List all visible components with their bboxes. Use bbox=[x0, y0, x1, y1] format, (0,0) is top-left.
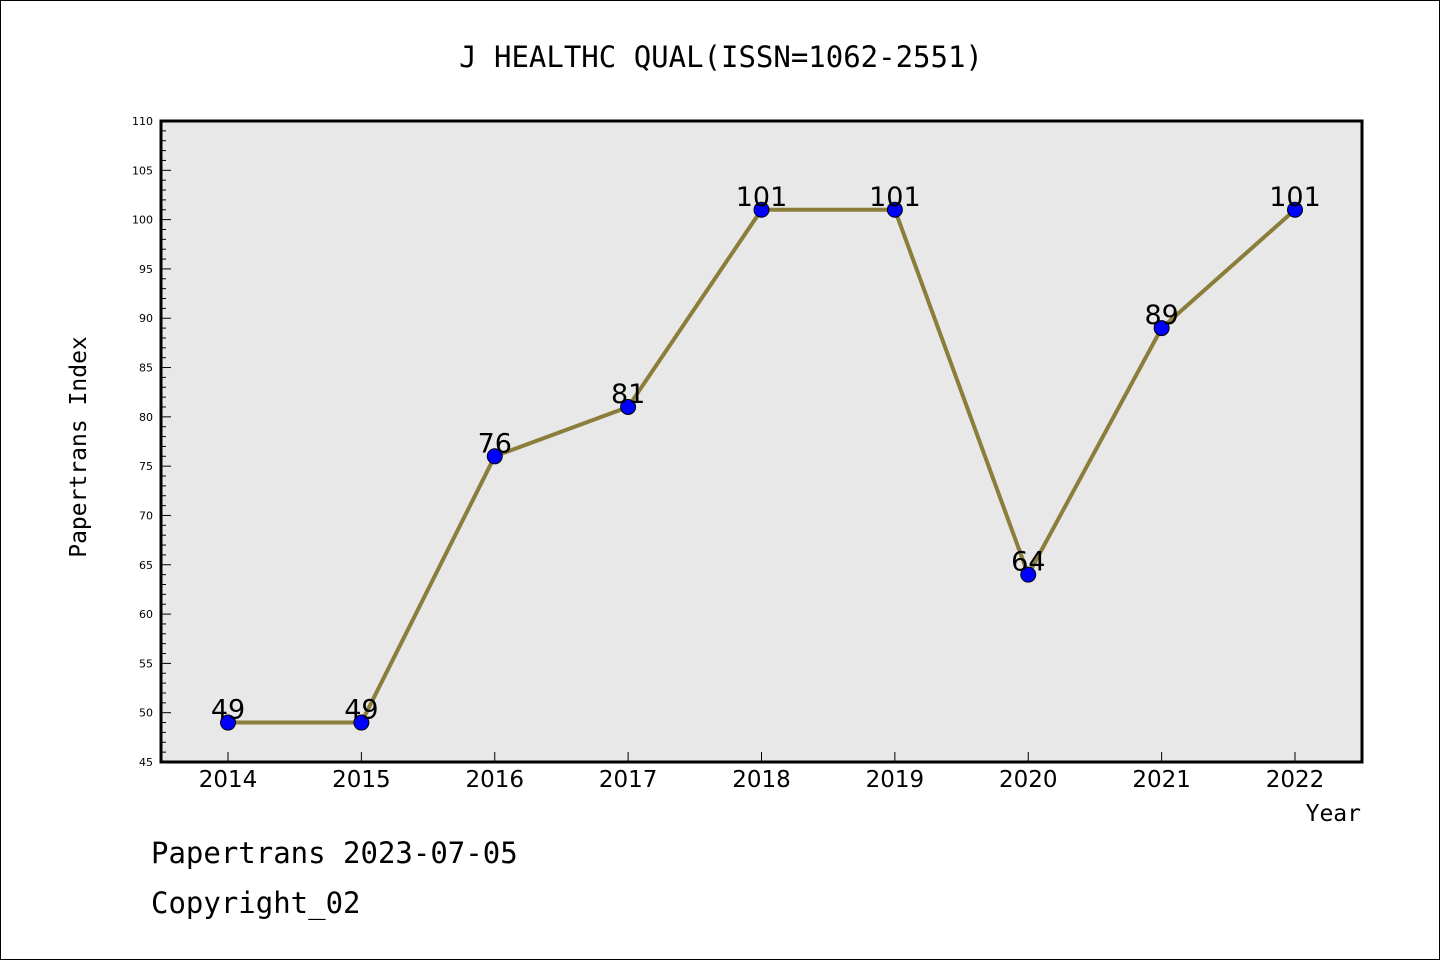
data-label: 89 bbox=[1144, 300, 1178, 331]
x-tick-label: 2016 bbox=[465, 767, 524, 793]
y-tick-label: 55 bbox=[139, 657, 153, 670]
data-point bbox=[1287, 201, 1303, 218]
data-point bbox=[886, 201, 903, 218]
data-point bbox=[1020, 566, 1037, 583]
y-tick-label: 60 bbox=[139, 608, 153, 621]
y-tick-label: 75 bbox=[139, 460, 153, 473]
data-label: 76 bbox=[478, 428, 512, 459]
x-tick-label: 2021 bbox=[1132, 767, 1191, 793]
y-tick-label: 80 bbox=[139, 411, 153, 424]
x-tick-label: 2017 bbox=[599, 767, 658, 793]
plot-border bbox=[159, 119, 1364, 764]
y-tick-label: 95 bbox=[139, 263, 153, 276]
x-axis-label: Year bbox=[1306, 801, 1361, 827]
data-label: 64 bbox=[1011, 547, 1045, 578]
plot-area: 45 50 55 60 65 70 75 80 85 90 95 100 105 110 2014 2015 2… bbox=[132, 115, 1364, 793]
y-tick-label: 100 bbox=[132, 214, 153, 227]
y-tick-label: 50 bbox=[139, 707, 153, 720]
data-label: 49 bbox=[211, 695, 245, 726]
x-tick-label: 2015 bbox=[332, 767, 391, 793]
x-tick-label: 2022 bbox=[1266, 767, 1325, 793]
data-label: 101 bbox=[869, 182, 921, 213]
data-label: 101 bbox=[736, 182, 788, 213]
data-point bbox=[620, 398, 637, 415]
data-label: 101 bbox=[1269, 182, 1321, 213]
footer-date: Papertrans 2023-07-05 bbox=[151, 836, 518, 870]
data-point bbox=[1153, 320, 1170, 337]
x-tick-label: 2018 bbox=[732, 767, 791, 793]
y-tick-label: 105 bbox=[132, 164, 153, 177]
y-tick-label: 90 bbox=[139, 312, 153, 325]
data-point bbox=[353, 714, 370, 731]
data-label: 81 bbox=[611, 379, 645, 410]
x-tick-label: 2014 bbox=[199, 767, 258, 793]
footer-copyright: Copyright_02 bbox=[151, 886, 361, 920]
x-tick-label: 2019 bbox=[866, 767, 925, 793]
chart-title: J HEALTHC QUAL(ISSN=1062-2551) bbox=[459, 40, 983, 74]
data-point bbox=[486, 448, 503, 465]
y-axis-label: Papertrans Index bbox=[66, 336, 92, 558]
data-label: 49 bbox=[344, 695, 378, 726]
y-tick-label: 65 bbox=[139, 559, 153, 572]
data-point bbox=[220, 714, 236, 731]
y-tick-label: 85 bbox=[139, 362, 153, 375]
y-tick-label: 110 bbox=[132, 115, 153, 128]
data-point bbox=[753, 201, 770, 218]
x-tick-label: 2020 bbox=[999, 767, 1058, 793]
plot-background bbox=[161, 121, 1362, 762]
y-tick-label: 70 bbox=[139, 509, 153, 522]
y-tick-label: 45 bbox=[139, 756, 153, 769]
